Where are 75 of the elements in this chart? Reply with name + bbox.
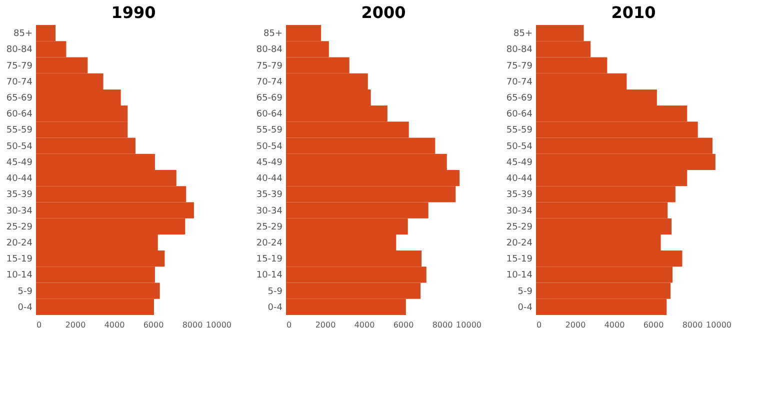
y-tick-label: 70-74 [6,77,33,88]
y-tick-label: 40-44 [506,174,533,184]
y-tick-label: 75-79 [506,61,533,72]
y-tick-label: 75-79 [6,61,33,72]
y-tick-label: 35-39 [256,190,283,200]
y-tick-label: 15-19 [506,254,533,265]
y-tick-label: 55-59 [506,126,533,136]
x-tick-label: 2000 [565,320,586,330]
y-tick-label: 50-54 [6,142,33,152]
x-tick-label: 0 [536,320,542,330]
y-tick-label: 30-34 [256,206,283,216]
x-tick-label: 0 [286,320,292,330]
y-tick-label: 80-84 [256,45,283,56]
y-tick-label: 0-4 [18,302,33,313]
y-tick-label: 50-54 [256,142,283,152]
y-tick-label: 80-84 [506,45,533,56]
y-tick-label: 15-19 [256,254,283,265]
x-tick-label: 4000 [604,320,625,330]
chart-title: 2000 [361,3,406,22]
y-tick-label: 45-49 [256,158,283,168]
y-tick-label: 0-4 [518,302,533,313]
y-tick-label: 65-69 [256,94,283,104]
y-tick-label: 20-24 [256,238,283,248]
y-tick-label: 60-64 [6,110,33,120]
y-tick-label: 85+ [264,29,282,40]
y-tick-label: 65-69 [506,94,533,104]
y-tick-label: 60-64 [256,110,283,120]
x-tick-label: 2000 [65,320,86,330]
y-tick-label: 55-59 [6,126,33,136]
y-tick-label: 25-29 [6,222,33,232]
y-tick-label: 45-49 [6,158,33,168]
y-tick-label: 5-9 [518,286,533,297]
y-tick-label: 55-59 [256,126,283,136]
y-tick-label: 10-14 [506,270,533,281]
y-tick-label: 35-39 [506,190,533,200]
x-tick-label: 8000 [682,320,703,330]
y-tick-label: 30-34 [6,206,33,216]
x-tick-label: 4000 [104,320,125,330]
x-tick-label: 10000 [456,320,482,330]
x-tick-label: 6000 [393,320,414,330]
x-tick-label: 10000 [206,320,232,330]
y-tick-label: 20-24 [506,238,533,248]
y-tick-label: 10-14 [6,270,33,281]
y-tick-label: 85+ [514,29,532,40]
y-tick-label: 35-39 [6,190,33,200]
y-tick-label: 80-84 [6,45,33,56]
y-tick-label: 25-29 [506,222,533,232]
y-tick-label: 85+ [14,29,32,40]
y-tick-label: 60-64 [506,110,533,120]
y-tick-label: 65-69 [6,94,33,104]
x-tick-label: 6000 [643,320,664,330]
y-tick-label: 20-24 [6,238,33,248]
y-tick-label: 15-19 [6,254,33,265]
y-tick-label: 5-9 [268,286,283,297]
y-tick-label: 30-34 [506,206,533,216]
y-tick-label: 40-44 [256,174,283,184]
x-tick-label: 6000 [143,320,164,330]
x-tick-label: 8000 [432,320,453,330]
chart-title: 2010 [611,3,656,22]
chart-title: 1990 [111,3,156,22]
x-tick-label: 4000 [354,320,375,330]
y-tick-label: 40-44 [6,174,33,184]
y-tick-label: 5-9 [18,286,33,297]
y-tick-label: 45-49 [506,158,533,168]
y-tick-label: 75-79 [256,61,283,72]
y-tick-label: 70-74 [506,77,533,88]
x-tick-label: 2000 [315,320,336,330]
x-tick-label: 10000 [706,320,732,330]
y-tick-label: 70-74 [256,77,283,88]
y-tick-label: 10-14 [256,270,283,281]
y-tick-label: 50-54 [506,142,533,152]
x-tick-label: 8000 [182,320,203,330]
y-tick-label: 0-4 [268,302,283,313]
y-tick-label: 25-29 [256,222,283,232]
x-tick-label: 0 [36,320,42,330]
